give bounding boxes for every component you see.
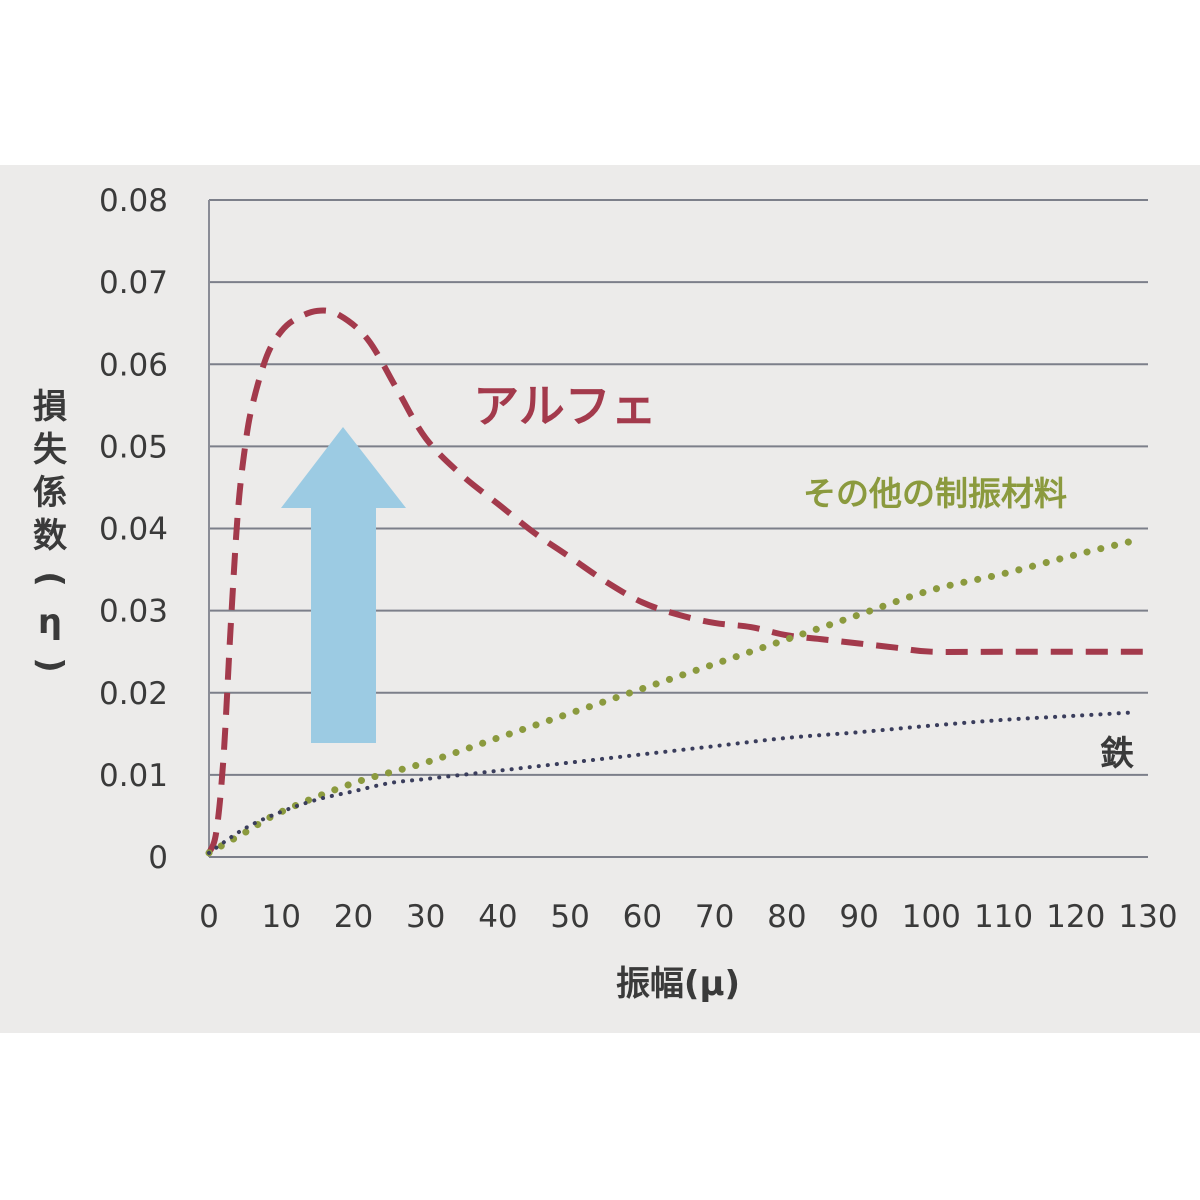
x-tick-label: 80: [767, 899, 806, 935]
x-tick-label: 110: [974, 899, 1033, 935]
up-arrow: [281, 427, 406, 743]
y-tick-label: 0.06: [99, 347, 168, 383]
x-tick-label: 20: [334, 899, 373, 935]
series-line-2: [207, 710, 1136, 855]
series-line-1: [205, 537, 1138, 857]
loss-factor-chart: 0 0.01 0.02 0.03 0.04 0.05 0.06 0.07 0.08 0 10 20 3…: [99, 183, 1178, 1004]
y-tick-label: 0.05: [99, 429, 168, 465]
x-tick-label: 90: [839, 899, 878, 935]
y-tick-label: 0.03: [99, 594, 168, 630]
y-axis-label-char: 損: [33, 387, 67, 427]
increase-arrow: [281, 427, 406, 743]
y-tick-label: 0: [148, 840, 168, 876]
y-axis-label-char: (: [30, 571, 70, 587]
y-tick-label: 0.02: [99, 676, 168, 712]
x-tick-label: 50: [550, 899, 589, 935]
y-axis-label-char: 数: [33, 516, 67, 556]
series-line-0: [206, 307, 1148, 855]
y-tick-label: 0.01: [99, 758, 168, 794]
x-tick-label: 10: [262, 899, 301, 935]
series-lines: [205, 307, 1148, 857]
x-tick-label: 30: [406, 899, 445, 935]
x-tick-label: 60: [623, 899, 662, 935]
x-tick-label: 130: [1118, 899, 1177, 935]
x-tick-label: 70: [695, 899, 734, 935]
y-tick-labels: 0 0.01 0.02 0.03 0.04 0.05 0.06 0.07 0.08: [99, 183, 168, 876]
x-tick-label: 120: [1046, 899, 1105, 935]
y-axis-label-char: ): [30, 657, 70, 673]
x-axis-label: 振幅(μ): [616, 964, 740, 1004]
y-axis-label-char: η: [37, 602, 63, 642]
series-label-0: アルフェ: [473, 379, 657, 433]
x-tick-label: 100: [902, 899, 961, 935]
series-label-1: その他の制振材料: [803, 474, 1067, 513]
x-tick-labels: 0 10 20 30 40 50 60 70 80 90 100 110 120 130: [199, 899, 1177, 935]
y-tick-label: 0.04: [99, 512, 168, 548]
x-tick-label: 0: [199, 899, 219, 935]
y-tick-label: 0.08: [99, 183, 168, 219]
y-axis-label-char: 係: [33, 473, 67, 513]
x-tick-label: 40: [478, 899, 517, 935]
chart-panel: 0 0.01 0.02 0.03 0.04 0.05 0.06 0.07 0.08 0 10 20 3…: [0, 165, 1200, 1033]
y-axis-label-char: 失: [33, 430, 67, 470]
series-label-2: 鉄: [1100, 734, 1134, 774]
y-tick-label: 0.07: [99, 265, 168, 301]
